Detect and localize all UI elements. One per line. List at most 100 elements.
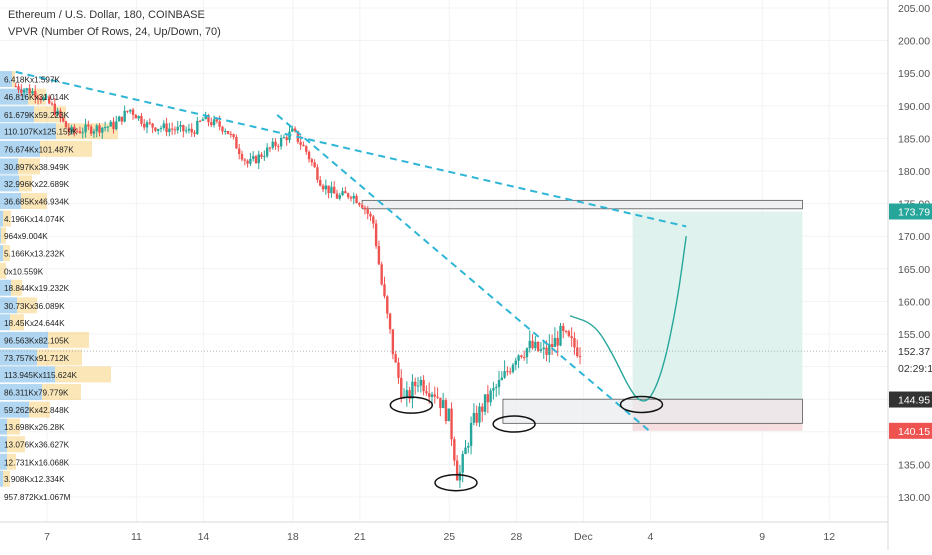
candle-up [503,371,506,378]
x-tick-label: 11 [131,531,142,543]
chart-title: Ethereum / U.S. Dollar, 180, COINBASE [8,9,205,21]
price-badge [889,343,932,360]
candle-up [495,387,498,389]
candle-up [338,195,341,199]
volume-row-label: 96.563Kx82.105K [4,336,70,345]
volume-bar-down [11,279,22,296]
candle-up [330,186,333,194]
x-tick-label: Dec [574,531,593,543]
y-tick-label: 165.00 [898,264,930,276]
candle-down [112,121,115,130]
volume-bar-down [3,245,10,262]
candle-down [53,103,57,116]
candle-down [397,362,400,378]
candle-up [461,454,464,473]
candle-down [229,133,233,135]
candle-up [56,110,59,116]
candle-down [332,186,336,194]
price-badge [889,422,932,439]
volume-bar-down [0,262,6,279]
volume-bar-up [0,418,7,435]
candle-up [324,185,328,190]
candle-up [472,412,476,423]
candle-down [221,126,224,132]
candle-up [478,406,481,423]
candle-up [117,116,121,122]
candle-down [366,209,369,214]
candle-up [411,381,414,399]
low-marker-circle [619,395,664,414]
candle-down [89,126,93,134]
candle-down [50,103,54,105]
candle-down [277,146,280,148]
candle-down [274,141,277,147]
candle-down [243,159,246,161]
candle-down [349,197,353,199]
low-marker-circle [389,396,434,414]
candle-down [414,381,417,386]
candle-up [416,385,420,387]
candle-down [562,325,565,331]
candle-down [394,354,397,363]
candle-down [380,264,383,285]
candle-down [520,355,523,358]
candle-down [573,338,576,348]
candle-down [358,202,361,205]
candle-up [483,394,487,412]
price-badge-label: 140.15 [898,426,930,438]
candle-up [42,97,45,101]
candle-up [103,127,107,129]
candle-up [204,115,207,120]
y-tick-label: 155.00 [898,329,930,341]
candle-down [360,204,364,208]
candle-down [506,371,509,373]
volume-bar-up [0,175,19,192]
candle-down [427,393,431,397]
volume-bar-down [37,349,82,366]
candle-down [531,340,534,349]
price-badge [889,391,932,408]
volume-bar-up [0,210,3,227]
candle-up [489,390,492,403]
candle-down [374,223,378,247]
candle-down [372,216,375,224]
trend-line [276,114,652,433]
candle-down [151,123,154,128]
candle-down [578,356,582,358]
candle-down [386,296,389,314]
candle-up [492,388,495,391]
candle-down [391,329,395,355]
volume-bar-down [48,331,89,348]
candle-down [143,123,146,128]
low-marker-circle [492,415,536,433]
candle-down [240,154,244,160]
candle-down [193,132,196,134]
candle-down [316,167,319,180]
x-tick-label: 14 [198,531,210,543]
candle-down [182,125,185,132]
candle-down [453,439,456,461]
volume-bar-down [1,227,6,244]
volume-bar-up [0,436,7,453]
candle-up [265,147,269,157]
candle-up [419,380,423,386]
volume-bar-up [0,140,40,157]
price-badge [889,203,932,220]
candle-up [279,137,283,147]
candle-up [184,130,188,132]
candle-down [433,394,436,397]
candle-down [522,357,526,359]
candle-down [235,136,238,149]
candle-up [22,89,26,93]
candle-up [257,154,260,164]
candle-up [405,390,409,397]
candle-up [25,88,29,90]
candle-down [400,377,403,398]
volume-bar-up [0,470,3,487]
candle-up [84,124,87,133]
candle-down [48,96,51,104]
y-tick-label: 205.00 [898,3,930,15]
candle-up [156,128,160,131]
candle-up [137,115,140,119]
